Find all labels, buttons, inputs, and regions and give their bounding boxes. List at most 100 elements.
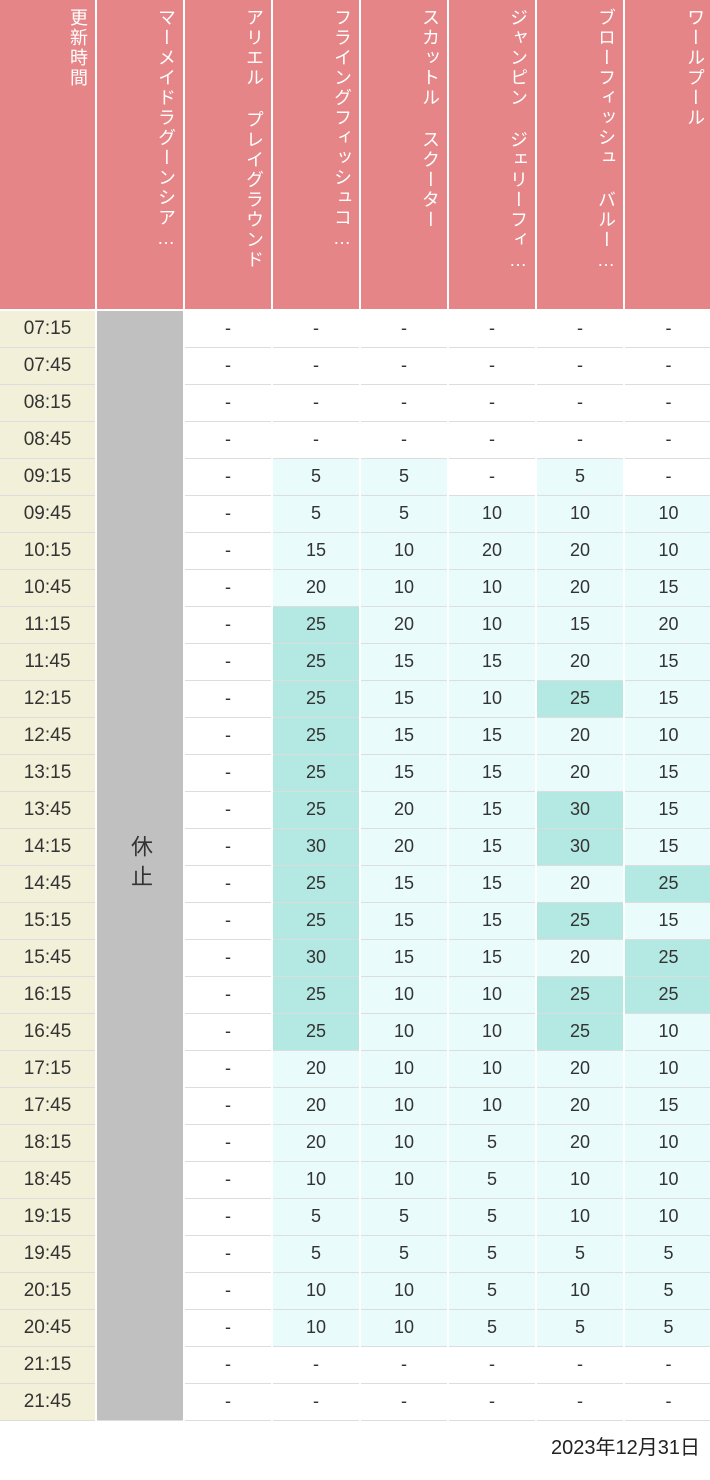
- wait-cell: 15: [624, 643, 710, 680]
- wait-cell: 5: [360, 495, 448, 532]
- wait-cell: 15: [448, 902, 536, 939]
- wait-cell: 15: [448, 643, 536, 680]
- time-cell: 15:45: [0, 939, 96, 976]
- wait-cell: 5: [624, 1309, 710, 1346]
- wait-cell: 25: [624, 976, 710, 1013]
- wait-cell: 20: [360, 791, 448, 828]
- wait-cell: -: [360, 1383, 448, 1420]
- time-cell: 16:15: [0, 976, 96, 1013]
- wait-cell: 15: [624, 828, 710, 865]
- wait-cell: 25: [272, 791, 360, 828]
- wait-cell: 10: [360, 569, 448, 606]
- wait-cell: -: [184, 1309, 272, 1346]
- wait-cell: 10: [360, 532, 448, 569]
- wait-cell: 30: [536, 791, 624, 828]
- wait-cell: 20: [536, 569, 624, 606]
- wait-cell: 25: [272, 1013, 360, 1050]
- wait-cell: 10: [272, 1309, 360, 1346]
- header-attraction: ジャンピン ジェリーフィ…: [448, 0, 536, 310]
- wait-cell: -: [184, 643, 272, 680]
- wait-cell: -: [184, 976, 272, 1013]
- wait-cell: 5: [536, 1235, 624, 1272]
- time-cell: 19:45: [0, 1235, 96, 1272]
- wait-cell: -: [536, 421, 624, 458]
- time-cell: 13:45: [0, 791, 96, 828]
- wait-cell: 25: [272, 643, 360, 680]
- wait-cell: 10: [360, 1161, 448, 1198]
- wait-cell: -: [448, 310, 536, 347]
- header-attraction: ブローフィッシュ バルー…: [536, 0, 624, 310]
- wait-cell: -: [272, 1383, 360, 1420]
- wait-cell: 20: [272, 569, 360, 606]
- closed-cell: 休止: [96, 310, 184, 1420]
- time-cell: 20:15: [0, 1272, 96, 1309]
- wait-cell: 25: [272, 680, 360, 717]
- wait-cell: 10: [360, 1272, 448, 1309]
- wait-cell: 20: [536, 865, 624, 902]
- header-time: 更新時間: [0, 0, 96, 310]
- wait-cell: 10: [536, 1198, 624, 1235]
- wait-cell: -: [272, 1346, 360, 1383]
- wait-cell: 20: [536, 939, 624, 976]
- wait-cell: -: [624, 458, 710, 495]
- time-cell: 07:45: [0, 347, 96, 384]
- time-cell: 10:45: [0, 569, 96, 606]
- date-label: 2023年12月31日: [0, 1421, 710, 1480]
- wait-cell: 15: [360, 643, 448, 680]
- wait-cell: 5: [536, 1309, 624, 1346]
- wait-cell: 10: [360, 1013, 448, 1050]
- wait-cell: -: [184, 1235, 272, 1272]
- wait-cell: -: [184, 1050, 272, 1087]
- wait-cell: -: [624, 1346, 710, 1383]
- wait-cell: 10: [448, 1050, 536, 1087]
- wait-time-table-container: 更新時間マーメイドラグーンシア…アリエル プレイグラウンドフライングフィッシュコ…: [0, 0, 710, 1480]
- wait-cell: 10: [360, 976, 448, 1013]
- wait-cell: -: [448, 347, 536, 384]
- wait-cell: 5: [448, 1124, 536, 1161]
- wait-cell: 5: [536, 458, 624, 495]
- wait-cell: -: [184, 754, 272, 791]
- wait-cell: 20: [272, 1050, 360, 1087]
- time-cell: 14:15: [0, 828, 96, 865]
- wait-cell: -: [184, 532, 272, 569]
- wait-cell: 25: [536, 680, 624, 717]
- wait-cell: 25: [536, 976, 624, 1013]
- wait-cell: -: [624, 310, 710, 347]
- wait-cell: 10: [448, 606, 536, 643]
- time-cell: 18:45: [0, 1161, 96, 1198]
- wait-cell: 10: [624, 1161, 710, 1198]
- wait-cell: 10: [360, 1050, 448, 1087]
- wait-cell: -: [184, 1087, 272, 1124]
- wait-cell: 15: [448, 754, 536, 791]
- time-cell: 12:15: [0, 680, 96, 717]
- wait-cell: -: [272, 384, 360, 421]
- wait-cell: -: [184, 384, 272, 421]
- wait-cell: -: [360, 1346, 448, 1383]
- wait-cell: -: [184, 421, 272, 458]
- wait-cell: -: [184, 1198, 272, 1235]
- wait-cell: 25: [272, 754, 360, 791]
- time-cell: 11:15: [0, 606, 96, 643]
- wait-cell: 20: [536, 717, 624, 754]
- wait-cell: -: [272, 421, 360, 458]
- wait-cell: 10: [448, 569, 536, 606]
- wait-cell: 15: [624, 680, 710, 717]
- wait-cell: -: [536, 347, 624, 384]
- wait-cell: 25: [536, 1013, 624, 1050]
- wait-cell: 10: [536, 495, 624, 532]
- time-cell: 18:15: [0, 1124, 96, 1161]
- wait-cell: 20: [536, 1087, 624, 1124]
- wait-cell: -: [184, 606, 272, 643]
- wait-cell: 10: [624, 1198, 710, 1235]
- wait-cell: -: [184, 939, 272, 976]
- wait-cell: -: [624, 421, 710, 458]
- wait-cell: 10: [624, 1013, 710, 1050]
- wait-cell: 10: [536, 1272, 624, 1309]
- time-cell: 09:45: [0, 495, 96, 532]
- wait-cell: -: [536, 1383, 624, 1420]
- wait-cell: -: [536, 310, 624, 347]
- wait-cell: 10: [624, 532, 710, 569]
- wait-cell: -: [624, 347, 710, 384]
- wait-cell: 30: [272, 828, 360, 865]
- wait-cell: 15: [360, 717, 448, 754]
